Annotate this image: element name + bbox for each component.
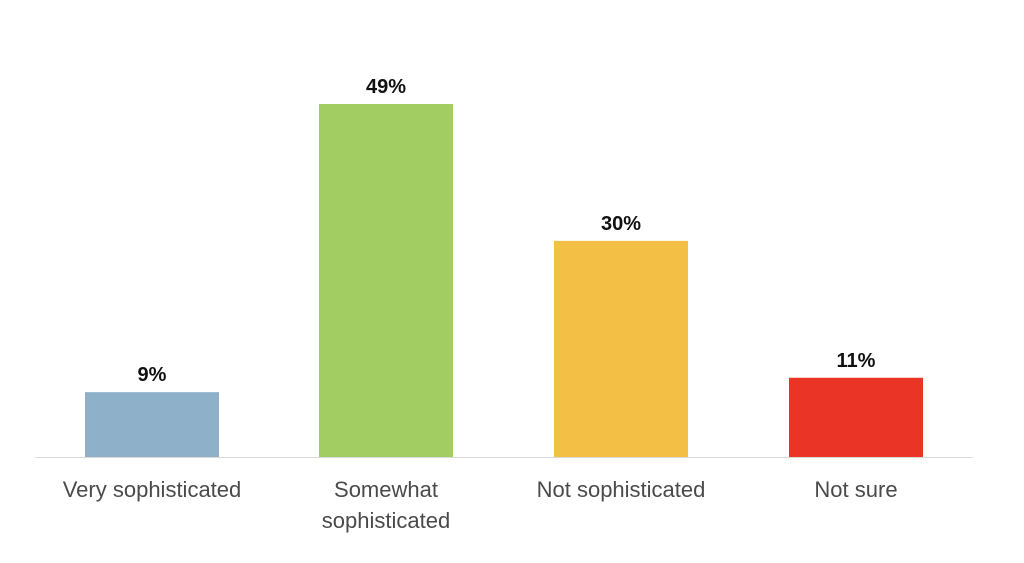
category-label-line: Somewhat — [334, 477, 438, 502]
category-label-3: Not sophisticated — [537, 477, 706, 502]
bar-value-label-2: 49% — [366, 76, 406, 98]
category-label-1: Very sophisticated — [63, 477, 242, 502]
category-label-line: Very sophisticated — [63, 477, 242, 502]
bar-3 — [554, 240, 688, 457]
bar-1 — [85, 392, 219, 457]
bar-4 — [789, 377, 923, 457]
category-labels-group: Very sophisticated Somewhat sophisticated N… — [63, 477, 898, 533]
bar-value-label-1: 9% — [138, 364, 167, 386]
category-label-line: Not sure — [814, 477, 897, 502]
bars-group — [85, 104, 923, 457]
category-label-line: Not sophisticated — [537, 477, 706, 502]
category-label-line: sophisticated — [322, 508, 450, 533]
category-label-4: Not sure — [814, 477, 897, 502]
bar-2 — [319, 104, 453, 457]
value-labels-group: 9% 49% 30% 11% — [138, 76, 876, 386]
bar-value-label-3: 30% — [601, 213, 641, 235]
category-label-2: Somewhat sophisticated — [322, 477, 450, 533]
bar-value-label-4: 11% — [837, 350, 876, 372]
